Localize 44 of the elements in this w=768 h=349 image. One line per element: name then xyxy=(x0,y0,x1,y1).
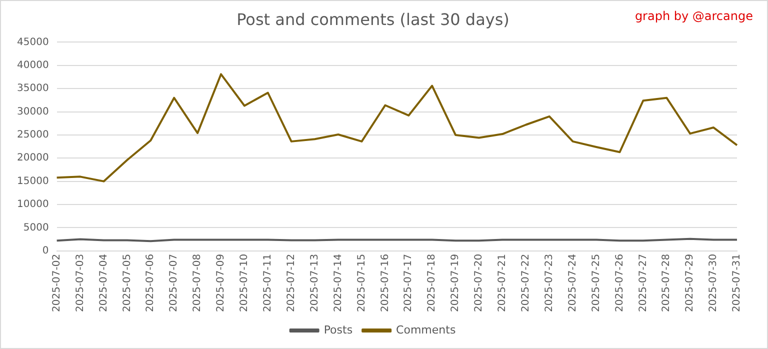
x-tick-label: 2025-07-30 xyxy=(708,254,720,312)
x-tick-label: 2025-07-31 xyxy=(732,254,743,312)
y-tick-label: 0 xyxy=(42,245,49,256)
y-tick-label: 15000 xyxy=(17,176,49,187)
x-tick-label: 2025-07-16 xyxy=(380,254,391,312)
x-tick-label: 2025-07-27 xyxy=(638,254,649,312)
x-tick-label: 2025-07-04 xyxy=(98,254,110,312)
x-tick-label: 2025-07-18 xyxy=(426,254,438,312)
x-tick-label: 2025-07-07 xyxy=(168,254,180,312)
y-tick-label: 20000 xyxy=(17,152,49,164)
text: graph by @arcange xyxy=(634,9,753,23)
x-tick-label: 2025-07-28 xyxy=(661,254,672,312)
y-tick-label: 30000 xyxy=(17,106,49,118)
y-tick-label: 40000 xyxy=(17,60,49,71)
y-tick-label: 10000 xyxy=(17,199,49,210)
x-tick-label: 2025-07-26 xyxy=(614,254,626,312)
x-tick-label: 2025-07-29 xyxy=(684,254,696,312)
y-tick-label: 25000 xyxy=(17,130,49,141)
x-tick-label: 2025-07-20 xyxy=(474,254,485,312)
x-tick-label: 2025-07-14 xyxy=(332,254,344,312)
x-tick-label: 2025-07-10 xyxy=(239,254,250,312)
x-tick-label: 2025-07-15 xyxy=(356,254,368,312)
x-tick-label: 2025-07-22 xyxy=(520,254,532,312)
x-tick-label: 2025-07-21 xyxy=(497,254,508,312)
y-tick-label: 45000 xyxy=(17,36,49,48)
y-tick-label: 5000 xyxy=(23,222,49,234)
y-tick-label: 35000 xyxy=(17,83,49,94)
x-tick-label: 2025-07-24 xyxy=(567,254,578,312)
x-tick-label: 2025-07-23 xyxy=(544,254,555,312)
x-tick-label: 2025-07-13 xyxy=(309,254,320,312)
x-tick-label: 2025-07-17 xyxy=(403,254,414,312)
chart-title: Post and comments (last 30 days) xyxy=(236,10,510,29)
x-tick-label: 2025-07-11 xyxy=(262,254,274,312)
x-tick-label: 2025-07-02 xyxy=(51,254,62,312)
legend-label: Posts xyxy=(324,323,353,336)
x-tick-label: 2025-07-06 xyxy=(145,254,156,312)
x-tick-label: 2025-07-09 xyxy=(216,254,227,312)
x-tick-label: 2025-07-12 xyxy=(286,254,297,312)
x-tick-label: 2025-07-05 xyxy=(122,254,133,312)
legend-label: Comments xyxy=(396,323,456,336)
x-tick-label: 2025-07-03 xyxy=(74,254,86,312)
x-tick-label: 2025-07-19 xyxy=(450,254,462,312)
x-tick-label: 2025-07-08 xyxy=(192,254,204,312)
x-tick-label: 2025-07-25 xyxy=(590,254,602,312)
